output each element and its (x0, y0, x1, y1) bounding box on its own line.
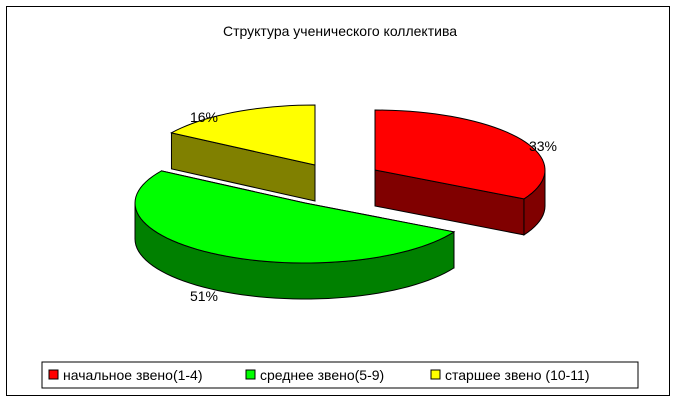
data-label-starshee: 16% (190, 109, 218, 125)
chart-title: Структура ученического коллектива (223, 23, 457, 39)
legend-swatch-starshee (430, 369, 441, 380)
slice-top-starshee (170, 104, 316, 166)
legend-swatch-nachalnoe (48, 369, 59, 380)
slice-top-srednee (134, 170, 456, 264)
chart-frame (6, 6, 670, 396)
slice-starshee (170, 104, 316, 202)
slice-nachalnoe (374, 109, 546, 236)
pie-slices (134, 104, 546, 300)
legend-swatch-srednee (245, 369, 256, 380)
legend-label-nachalnoe: начальное звено(1-4) (63, 367, 203, 383)
legend-label-srednee: среднее звено(5-9) (260, 367, 384, 383)
legend-label-starshee: старшее звено (10-11) (445, 367, 590, 383)
slice-srednee (134, 170, 456, 300)
data-label-srednee: 51% (190, 288, 218, 304)
data-label-nachalnoe: 33% (529, 138, 557, 154)
legend: начальное звено(1-4) среднее звено(5-9) … (41, 361, 639, 389)
slice-top-nachalnoe (374, 109, 546, 200)
